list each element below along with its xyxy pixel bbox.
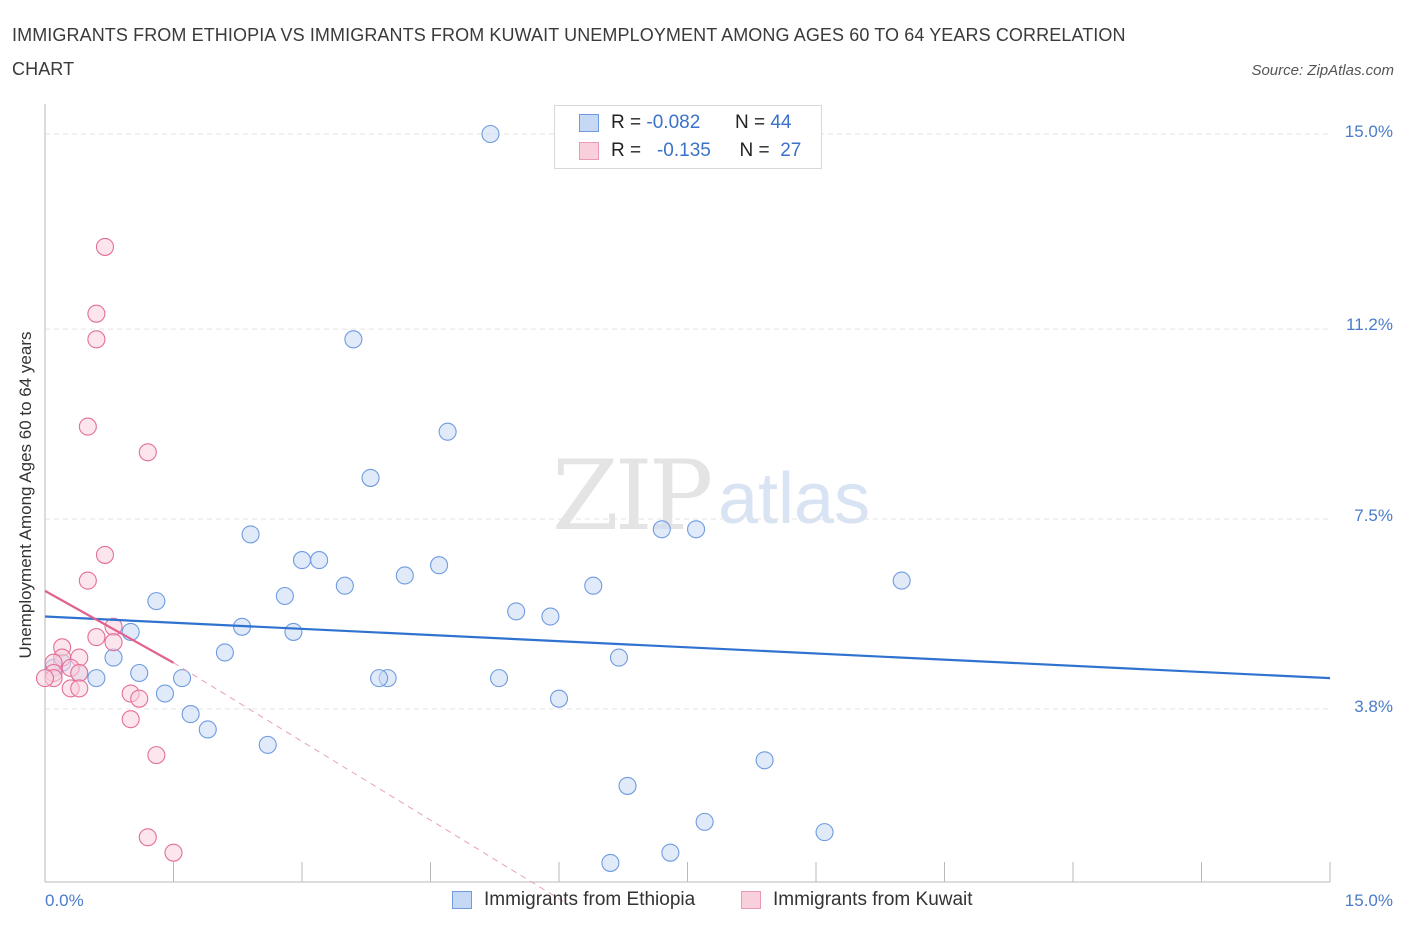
y-tick-label: 7.5% [1354,506,1393,525]
trendline-kuwait [44,589,175,664]
point-ethiopia [549,689,569,708]
point-ethiopia [275,586,294,606]
point-kuwait [70,663,89,683]
point-ethiopia [198,720,217,739]
legend-n-label: N = [734,112,766,133]
chart-source: Source: ZipAtlas.com [1251,62,1394,79]
trendline-ethiopia [44,615,1331,680]
point-ethiopia [104,648,123,667]
point-ethiopia [215,643,234,662]
legend-row-kuwait: R = -0.135 N = 27 [579,138,801,164]
bottom-legend-swatch-ethiopia [452,891,472,909]
point-kuwait [87,330,106,349]
point-ethiopia [173,669,192,688]
watermark-zip: ZIP [552,440,713,552]
point-ethiopia [395,566,414,585]
point-ethiopia [661,843,680,862]
point-ethiopia [370,669,389,688]
point-ethiopia [130,663,149,683]
legend-r-value-kuwait: -0.135 [656,140,711,161]
point-kuwait [87,628,106,647]
point-ethiopia [344,330,363,349]
point-ethiopia [687,520,706,539]
watermark-atlas: atlas [718,459,871,539]
chart-title: IMMIGRANTS FROM ETHIOPIA VS IMMIGRANTS F… [12,25,1126,79]
point-ethiopia [695,812,714,831]
legend-n-label: N = [739,140,770,161]
point-ethiopia [155,684,174,703]
point-kuwait [78,571,97,590]
y-tick-label: 3.8% [1354,697,1393,716]
point-ethiopia [541,607,560,626]
point-kuwait [121,710,140,729]
legend-r-label: R = [611,112,642,133]
legend-r-label: R = [611,140,642,161]
point-ethiopia [335,576,354,595]
x-tick-label-max: 15.0% [1344,891,1393,910]
legend-n-value-ethiopia: 44 [770,112,792,133]
y-tick-label: 11.2% [1346,315,1393,334]
point-ethiopia [292,551,312,570]
point-kuwait [138,443,157,462]
bottom-legend-swatch-kuwait [741,891,761,909]
point-kuwait [164,843,183,862]
point-ethiopia [652,520,671,539]
point-ethiopia [241,525,260,544]
point-kuwait [78,417,97,436]
point-kuwait [138,828,157,847]
point-ethiopia [284,622,303,641]
point-kuwait [87,304,106,323]
legend-swatch-kuwait [579,142,599,160]
point-kuwait [130,689,149,708]
point-ethiopia [892,571,911,590]
bottom-legend-kuwait: Immigrants from Kuwait [741,889,973,911]
point-ethiopia [815,823,834,842]
bottom-legend-label-ethiopia: Immigrants from Ethiopia [484,889,696,910]
point-ethiopia [147,592,166,611]
point-kuwait [70,679,89,698]
point-kuwait [95,237,115,256]
trendline-kuwait-extension [173,662,568,905]
point-ethiopia [361,468,380,487]
point-kuwait [95,545,115,564]
point-ethiopia [755,751,774,770]
point-ethiopia [601,853,620,872]
legend-r-value-ethiopia: -0.082 [646,112,701,133]
point-ethiopia [258,735,277,754]
point-ethiopia [584,576,603,595]
point-ethiopia [481,124,500,144]
point-ethiopia [438,422,457,441]
point-kuwait [147,746,166,765]
point-ethiopia [489,669,509,688]
legend-swatch-ethiopia [579,114,599,132]
legend-n-value-kuwait: 27 [780,140,802,161]
y-axis-label: Unemployment Among Ages 60 to 64 years [16,331,35,659]
x-tick-label-min: 0.0% [45,891,84,910]
point-ethiopia [618,776,637,795]
point-ethiopia [507,602,526,621]
point-ethiopia [430,556,449,575]
point-kuwait [104,633,123,652]
point-ethiopia [310,551,329,570]
point-kuwait [35,669,55,688]
point-ethiopia [181,705,200,724]
legend-row-ethiopia: R = -0.082 N = 44 [579,110,791,136]
point-ethiopia [87,669,106,688]
bottom-legend-label-kuwait: Immigrants from Kuwait [773,889,973,910]
bottom-legend-ethiopia: Immigrants from Ethiopia [452,889,695,911]
point-ethiopia [609,648,629,667]
correlation-legend: R = -0.082 N = 44 R = -0.135 N = 27 [554,105,822,169]
y-tick-label: 15.0% [1344,122,1393,141]
